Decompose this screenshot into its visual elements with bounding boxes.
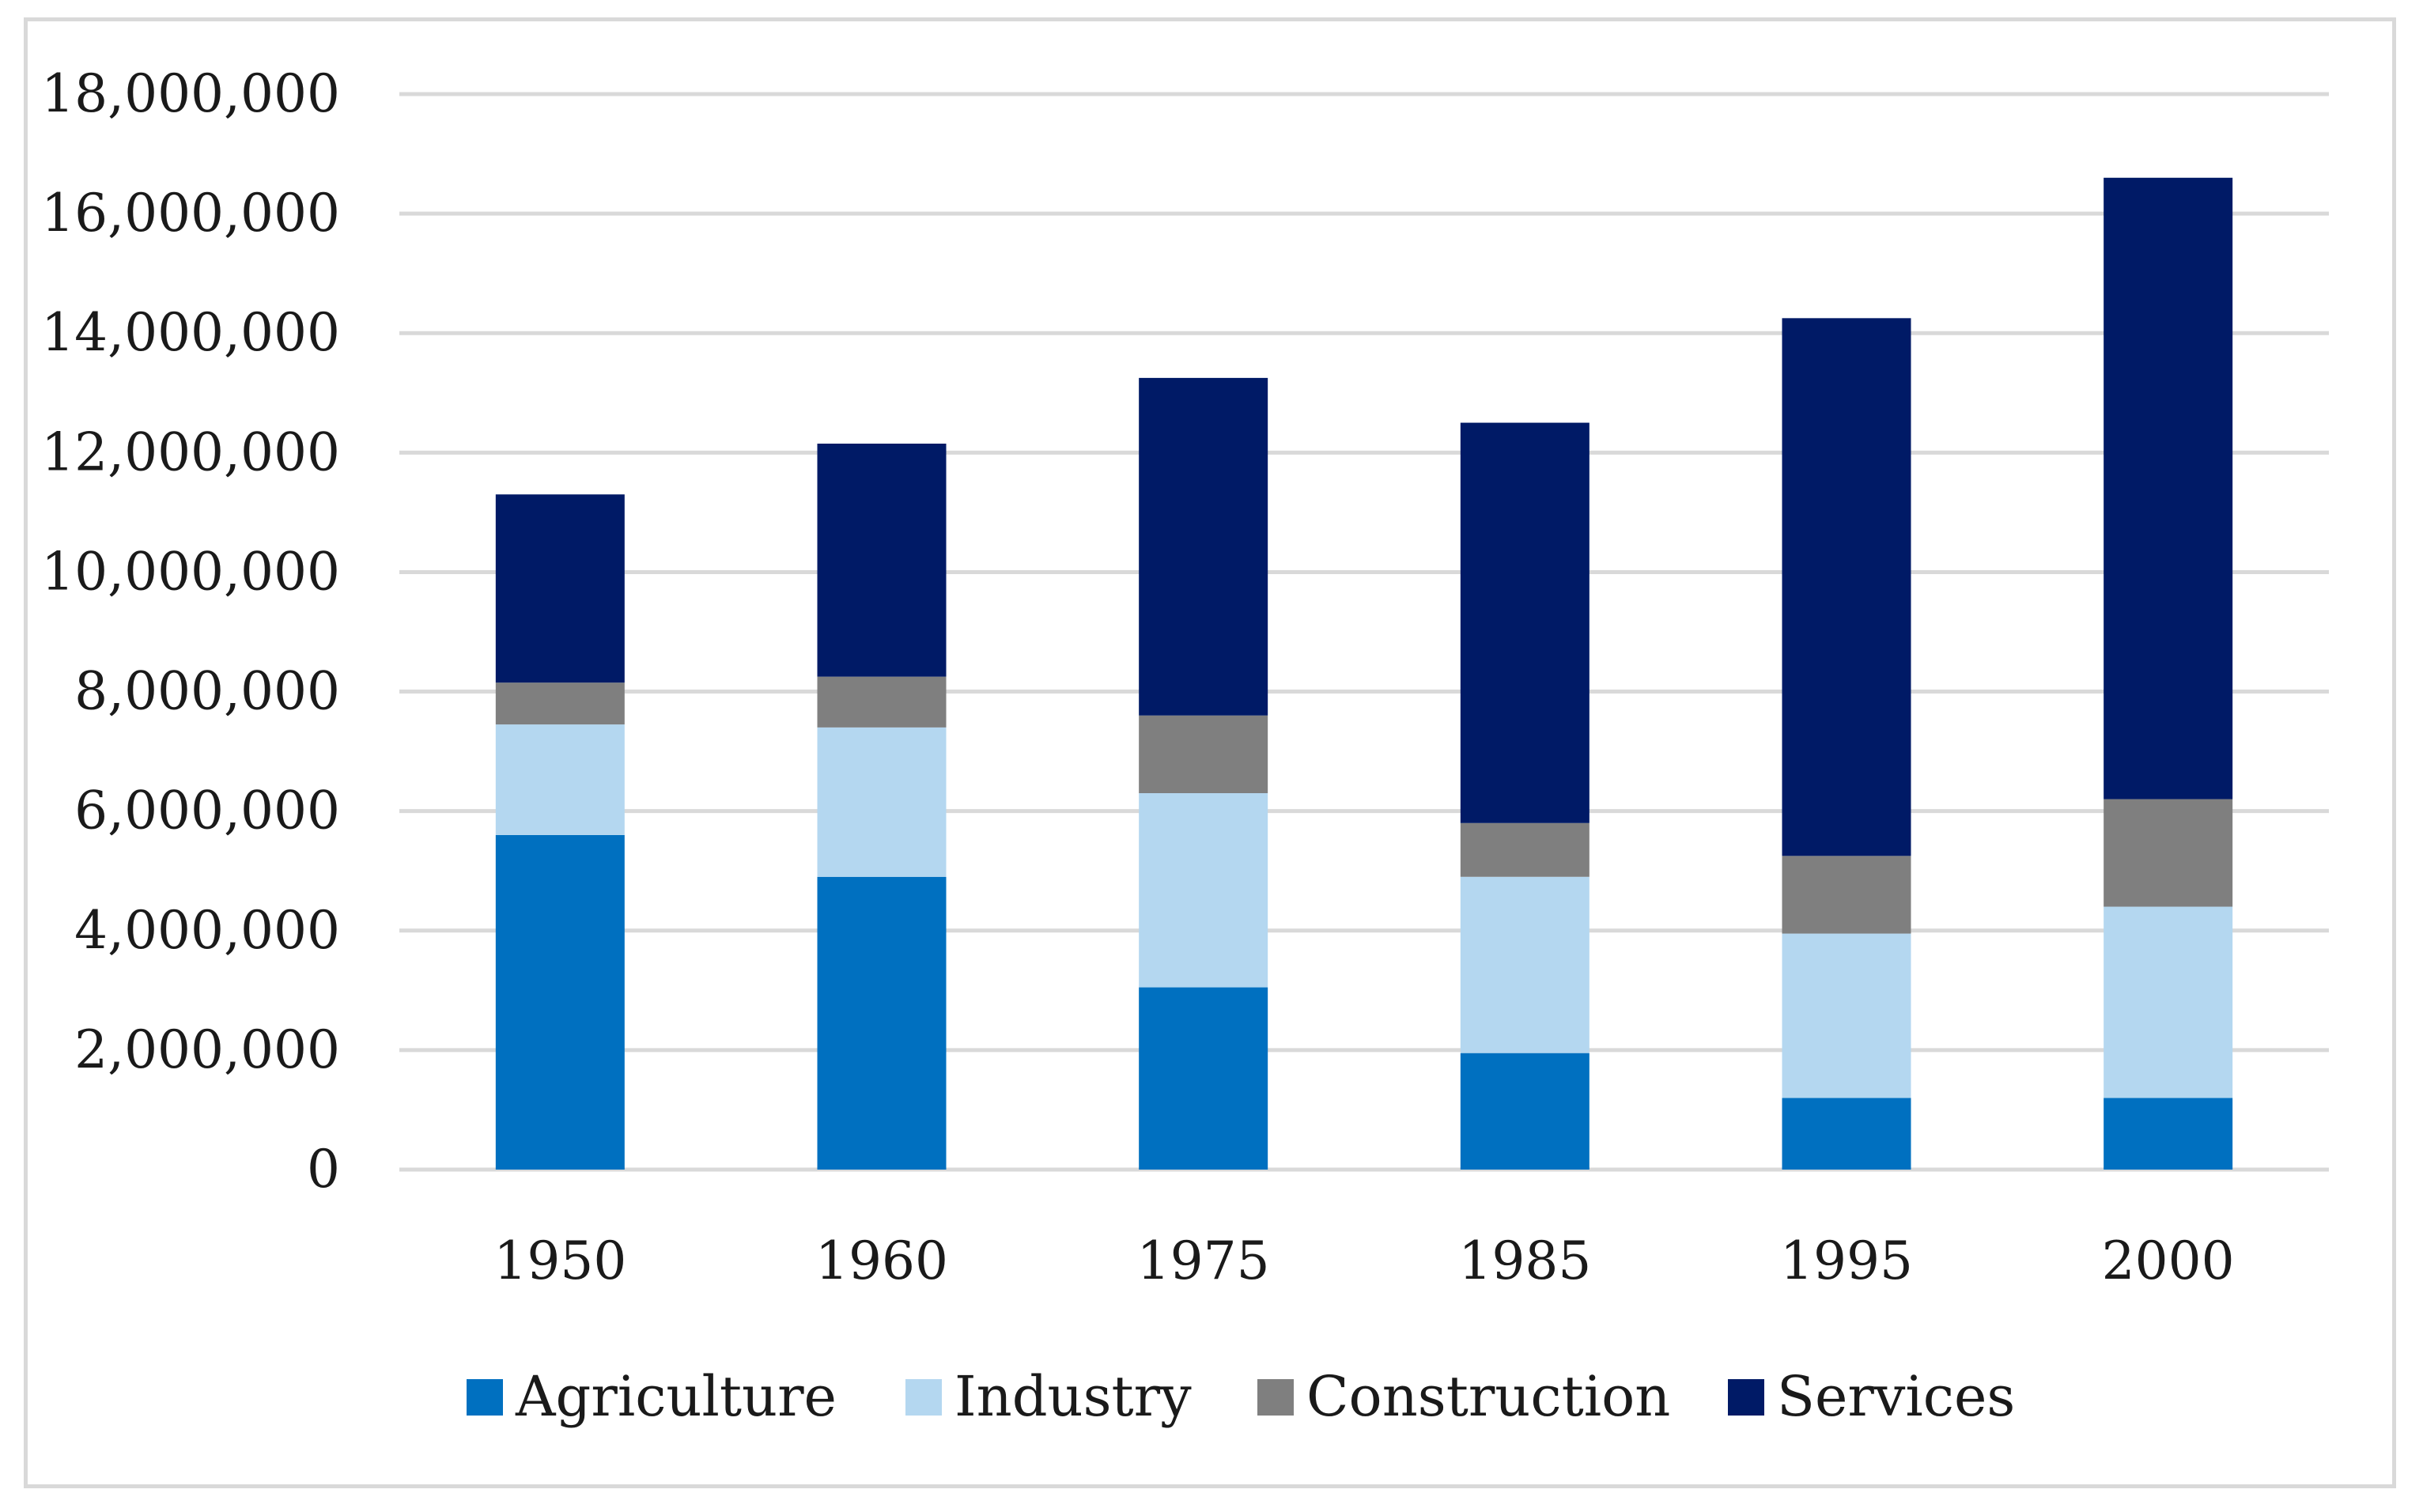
- x-tick-label: 1985: [1458, 1230, 1591, 1291]
- bar-construction-1985: [1460, 822, 1590, 877]
- bar-agriculture-2000: [2104, 1098, 2233, 1170]
- bar-industry-1985: [1460, 876, 1590, 1053]
- legend-swatch-construction: [1257, 1379, 1294, 1416]
- gridlines: [399, 92, 2329, 1172]
- x-tick-label: 1950: [493, 1230, 626, 1291]
- bars: [495, 177, 2233, 1170]
- bar-agriculture-1950: [495, 834, 625, 1170]
- bar-agriculture-1960: [817, 876, 947, 1170]
- bar-agriculture-1995: [1782, 1098, 1911, 1170]
- x-tick-label: 1975: [1137, 1230, 1270, 1291]
- stacked-bar-chart: 0 2,000,000 4,000,000 6,000,000 8,000,000 10,…: [41, 63, 2329, 1429]
- y-tick-label: 4,000,000: [74, 900, 340, 961]
- bar-construction-1950: [495, 682, 625, 725]
- bar-industry-2000: [2104, 906, 2233, 1098]
- bar-industry-1960: [817, 727, 947, 877]
- bar-agriculture-1985: [1460, 1053, 1590, 1170]
- bar-construction-1975: [1139, 715, 1268, 793]
- legend-swatch-services: [1728, 1379, 1764, 1416]
- bar-services-1950: [495, 494, 625, 683]
- chart-frame: 0 2,000,000 4,000,000 6,000,000 8,000,000 10,…: [24, 17, 2396, 1488]
- x-tick-label: 1960: [815, 1230, 948, 1291]
- y-tick-label: 6,000,000: [74, 781, 340, 841]
- legend-label-construction: Construction: [1306, 1364, 1670, 1429]
- y-tick-label: 2,000,000: [74, 1019, 340, 1080]
- x-tick-label: 2000: [2102, 1230, 2235, 1291]
- legend-label-services: Services: [1777, 1364, 2015, 1429]
- bar-services-1975: [1139, 377, 1268, 716]
- y-tick-label: 16,000,000: [41, 183, 340, 244]
- legend-swatch-industry: [905, 1379, 942, 1416]
- y-tick-label: 14,000,000: [41, 302, 340, 363]
- bar-construction-2000: [2104, 799, 2233, 907]
- bar-construction-1960: [817, 676, 947, 728]
- bar-industry-1975: [1139, 793, 1268, 988]
- legend-label-agriculture: Agriculture: [515, 1364, 837, 1429]
- y-tick-label: 10,000,000: [41, 541, 340, 602]
- y-tick-label: 12,000,000: [41, 421, 340, 482]
- bar-services-1995: [1782, 318, 1911, 856]
- y-axis-tick-labels: 0 2,000,000 4,000,000 6,000,000 8,000,000 10,…: [41, 63, 340, 1200]
- x-axis-tick-labels: 1950 1960 1975 1985 1995 2000: [493, 1230, 2234, 1291]
- x-tick-label: 1995: [1780, 1230, 1913, 1291]
- bar-agriculture-1975: [1139, 987, 1268, 1170]
- y-tick-label: 0: [307, 1139, 340, 1200]
- legend-swatch-agriculture: [467, 1379, 503, 1416]
- bar-services-2000: [2104, 177, 2233, 799]
- bar-services-1985: [1460, 422, 1590, 823]
- bar-industry-1950: [495, 724, 625, 835]
- y-tick-label: 18,000,000: [41, 63, 340, 124]
- bar-construction-1995: [1782, 856, 1911, 934]
- bar-industry-1995: [1782, 933, 1911, 1098]
- bar-services-1960: [817, 444, 947, 677]
- legend: Agriculture Industry Construction Services: [467, 1364, 2015, 1429]
- legend-label-industry: Industry: [954, 1364, 1192, 1429]
- y-tick-label: 8,000,000: [74, 661, 340, 722]
